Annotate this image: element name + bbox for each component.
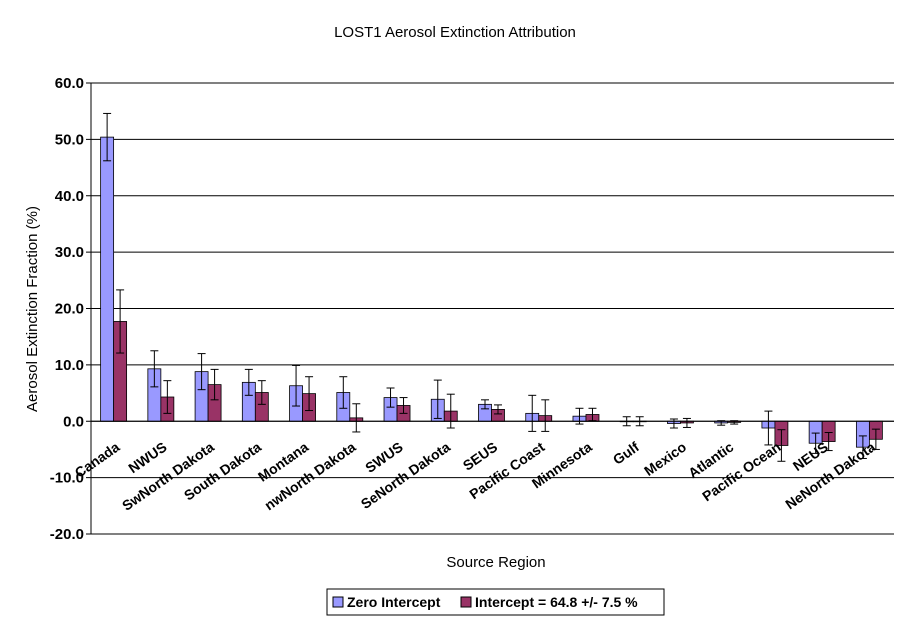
error-bar <box>669 418 678 429</box>
chart-title: LOST1 Aerosol Extinction Attribution <box>334 24 576 41</box>
error-bar <box>292 364 301 407</box>
y-tick-label: 10.0 <box>55 357 84 374</box>
error-bar <box>528 394 537 432</box>
legend-label-zero-intercept: Zero Intercept <box>347 594 441 610</box>
error-bar <box>481 399 489 410</box>
error-bar <box>197 353 206 391</box>
error-bar <box>588 407 597 422</box>
y-tick-label: 50.0 <box>55 131 84 148</box>
legend-swatch-intercept <box>460 596 472 608</box>
error-bar <box>824 432 833 452</box>
error-bar <box>386 387 395 408</box>
error-bar <box>764 410 773 446</box>
error-bar <box>210 368 219 401</box>
error-bar <box>446 393 455 429</box>
bars <box>100 136 883 448</box>
y-tick-label: -10.0 <box>50 470 84 487</box>
y-tick-label: 30.0 <box>55 244 84 261</box>
gridlines <box>86 82 894 535</box>
error-bar <box>103 112 112 162</box>
legend-label-intercept: Intercept = 64.8 +/- 7.5 % <box>475 594 638 610</box>
error-bar <box>433 379 442 419</box>
error-bar <box>244 368 253 396</box>
error-bar <box>399 397 408 414</box>
error-bar <box>541 399 550 432</box>
error-bar <box>871 428 880 450</box>
error-bar <box>352 403 361 433</box>
y-tick-label: 0.0 <box>63 413 84 430</box>
error-bar <box>858 435 867 459</box>
error-bar <box>305 376 314 412</box>
error-bar <box>811 432 820 454</box>
legend-box <box>326 588 665 616</box>
error-bar <box>339 376 348 409</box>
y-tick-label: -20.0 <box>50 526 84 543</box>
y-axis-title: Aerosol Extinction Fraction (%) <box>24 206 41 412</box>
legend-swatch-zero-intercept <box>332 596 344 608</box>
error-bar <box>494 404 502 415</box>
error-bar <box>257 380 266 405</box>
error-bar <box>150 350 159 388</box>
error-bar <box>163 380 172 414</box>
y-tick-label: 40.0 <box>55 188 84 205</box>
x-axis-title: Source Region <box>446 554 545 571</box>
error-bar <box>777 429 786 462</box>
plot-area <box>86 82 894 535</box>
y-tick-label: 60.0 <box>55 75 84 92</box>
y-tick-label: 20.0 <box>55 301 84 318</box>
legend: Zero Intercept Intercept = 64.8 +/- 7.5 … <box>326 588 665 616</box>
bar-zero-intercept <box>100 136 115 422</box>
error-bar <box>682 417 691 428</box>
error-bar <box>116 289 125 354</box>
y-tick-labels: -20.0 -10.0 0.0 10.0 20.0 30.0 40.0 50.0 60.0 <box>50 75 84 543</box>
